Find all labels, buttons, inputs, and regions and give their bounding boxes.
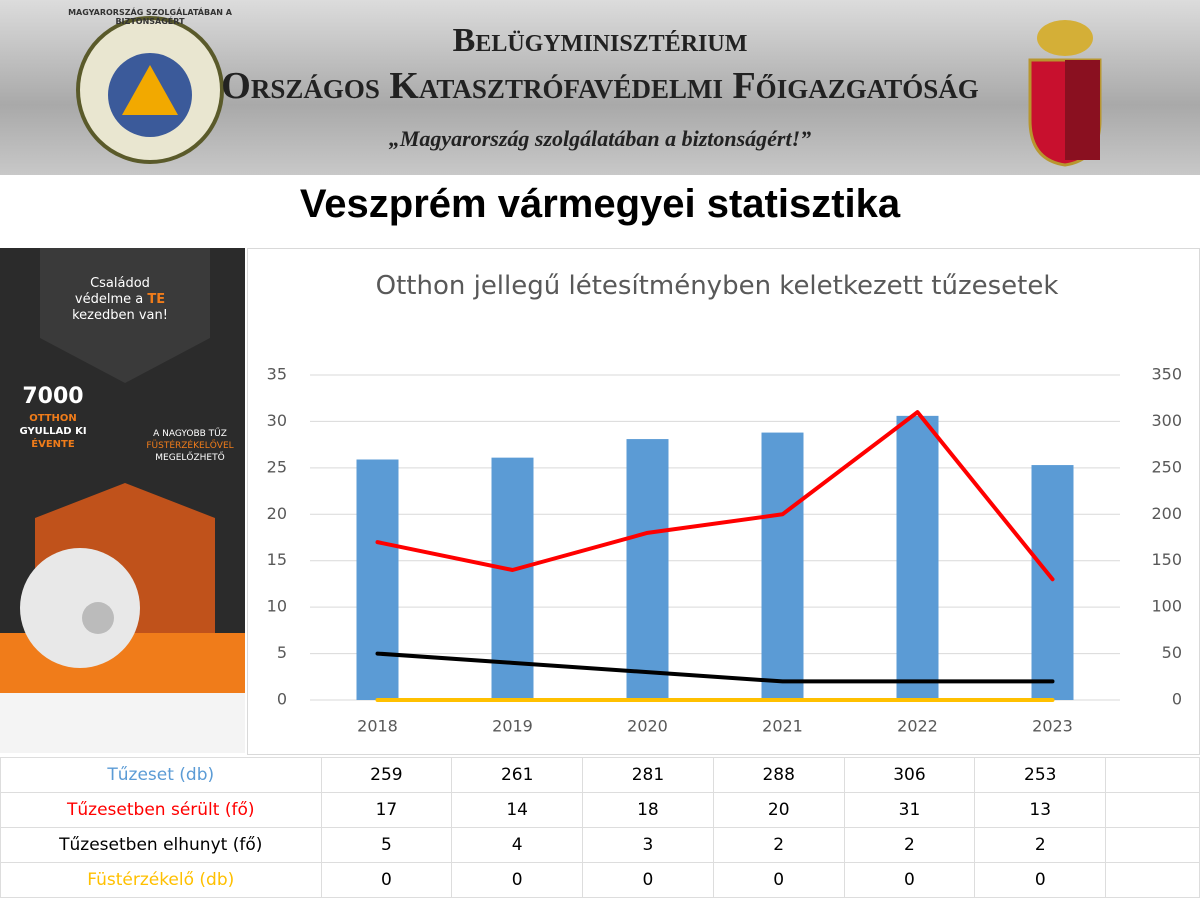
header-art <box>76 16 1102 167</box>
line <box>375 651 1055 684</box>
chart-title: Otthon jellegű létesítményben keletkezet… <box>375 271 1059 301</box>
row-label: Tűzesetben sérült (fő) <box>0 792 322 828</box>
slide-title: Veszprém vármegyei statisztika <box>299 182 901 226</box>
table-cell: 259 <box>320 757 453 793</box>
table-cell: 0 <box>320 862 453 898</box>
ministry: Belügyminisztérium <box>452 22 748 59</box>
table-cell-empty <box>1105 792 1200 828</box>
table-cell: 5 <box>320 827 453 863</box>
y-tick-label: 25 <box>267 457 287 476</box>
y2-tick-label: 150 <box>1151 550 1182 569</box>
bar <box>356 459 399 700</box>
header: Belügyminisztérium Országos Katasztrófav… <box>0 0 1200 175</box>
table-cell: 0 <box>974 862 1107 898</box>
x-tick-label: 2018 <box>357 717 398 736</box>
table-cell-empty <box>1105 757 1200 793</box>
chart-title-box: Otthon jellegű létesítményben keletkezet… <box>375 271 1059 301</box>
motto: „Magyarország szolgálatában a biztonságé… <box>388 126 812 151</box>
table-cell: 0 <box>582 862 714 898</box>
poster-line: kezedben van! <box>72 308 168 323</box>
table-cell: 0 <box>712 862 845 898</box>
table-row: Füstérzékelő (db) 0 0 0 0 0 0 <box>0 862 1200 898</box>
poster-line: Családod <box>90 276 150 291</box>
bar <box>761 432 804 700</box>
poster-line: ÉVENTE <box>31 439 75 450</box>
row-label: Tűzeset (db) <box>0 757 322 793</box>
poster-line: A NAGYOBB TŰZ <box>153 429 227 439</box>
y-tick-label: 10 <box>267 597 287 616</box>
poster-text: Családod védelme a TE kezedben van! <box>50 276 190 324</box>
table-cell: 0 <box>451 862 584 898</box>
poster: Családod védelme a TE kezedben van! 7000 O… <box>0 248 245 753</box>
y-tick-label: 0 <box>277 690 287 709</box>
y2-tick-label: 100 <box>1151 597 1182 616</box>
table-cell: 3 <box>582 827 714 863</box>
table-cell-empty <box>1105 827 1200 863</box>
table-cell: 306 <box>843 757 976 793</box>
table-cell: 2 <box>974 827 1107 863</box>
table-cell: 13 <box>974 792 1107 828</box>
table-cell: 14 <box>451 792 584 828</box>
data-table: Tűzeset (db) 259 261 281 288 306 253 Tűzesetben… <box>0 757 1200 898</box>
table-cell: 2 <box>712 827 845 863</box>
x-tick-label: 2023 <box>1032 717 1073 736</box>
x-tick-label: 2020 <box>627 717 668 736</box>
bar <box>626 439 669 700</box>
poster-art <box>0 248 245 753</box>
y2-tick-label: 200 <box>1151 504 1182 523</box>
bar <box>896 415 939 700</box>
x-tick-label: 2019 <box>492 717 533 736</box>
poster-line: GYULLAD KI <box>19 426 87 437</box>
logo-ring-text: MAGYARORSZÁG SZOLGÁLATÁBAN A BIZTONSÁGÉR… <box>68 8 232 26</box>
table-cell: 253 <box>974 757 1107 793</box>
y2-tick-label: 50 <box>1162 643 1182 662</box>
poster-line: védelme a <box>74 292 144 307</box>
table-cell: 288 <box>712 757 845 793</box>
table-row: Tűzesetben sérült (fő) 17 14 18 20 31 13 <box>0 792 1200 828</box>
y-tick-label: 35 <box>267 365 287 384</box>
line <box>375 410 1055 582</box>
table-row: Tűzeset (db) 259 261 281 288 306 253 <box>0 757 1200 793</box>
table-cell: 17 <box>320 792 453 828</box>
y-tick-label: 15 <box>267 550 287 569</box>
y2-tick-label: 250 <box>1151 457 1182 476</box>
y-tick-label: 20 <box>267 504 287 523</box>
poster-em: TE <box>147 292 166 307</box>
table-cell: 0 <box>843 862 976 898</box>
bar <box>491 457 534 700</box>
y2-tick-label: 300 <box>1151 411 1182 430</box>
poster-line: OTTHON <box>29 413 77 424</box>
table-cell: 4 <box>451 827 584 863</box>
x-tick-label: 2021 <box>762 717 803 736</box>
table-cell: 31 <box>843 792 976 828</box>
table-cell: 281 <box>582 757 714 793</box>
poster-big: 7000 <box>22 384 84 409</box>
poster-line: FÜSTÉRZÉKELŐVEL <box>146 441 234 451</box>
poster-text: A NAGYOBB TŰZ FÜSTÉRZÉKELŐVEL MEGELŐZHETŐ <box>135 428 245 464</box>
y-tick-label: 5 <box>277 643 287 662</box>
chart: Otthon jellegű létesítményben keletkezet… <box>247 248 1200 755</box>
table-cell: 2 <box>843 827 976 863</box>
x-tick-label: 2022 <box>897 717 938 736</box>
poster-text: OTTHON GYULLAD KI ÉVENTE <box>8 412 98 451</box>
directorate: Országos Katasztrófavédelmi Főigazgatósá… <box>221 65 979 107</box>
y2-tick-label: 0 <box>1172 690 1182 709</box>
bar <box>1031 465 1074 700</box>
table-cell: 20 <box>712 792 845 828</box>
row-label: Tűzesetben elhunyt (fő) <box>0 827 322 863</box>
table-cell: 261 <box>451 757 584 793</box>
table-cell-empty <box>1105 862 1200 898</box>
y2-tick-label: 350 <box>1151 365 1182 384</box>
row-label: Füstérzékelő (db) <box>0 862 322 898</box>
table-row: Tűzesetben elhunyt (fő) 5 4 3 2 2 2 <box>0 827 1200 863</box>
poster-line: MEGELŐZHETŐ <box>155 453 225 463</box>
table-cell: 18 <box>582 792 714 828</box>
y-tick-label: 30 <box>267 411 287 430</box>
